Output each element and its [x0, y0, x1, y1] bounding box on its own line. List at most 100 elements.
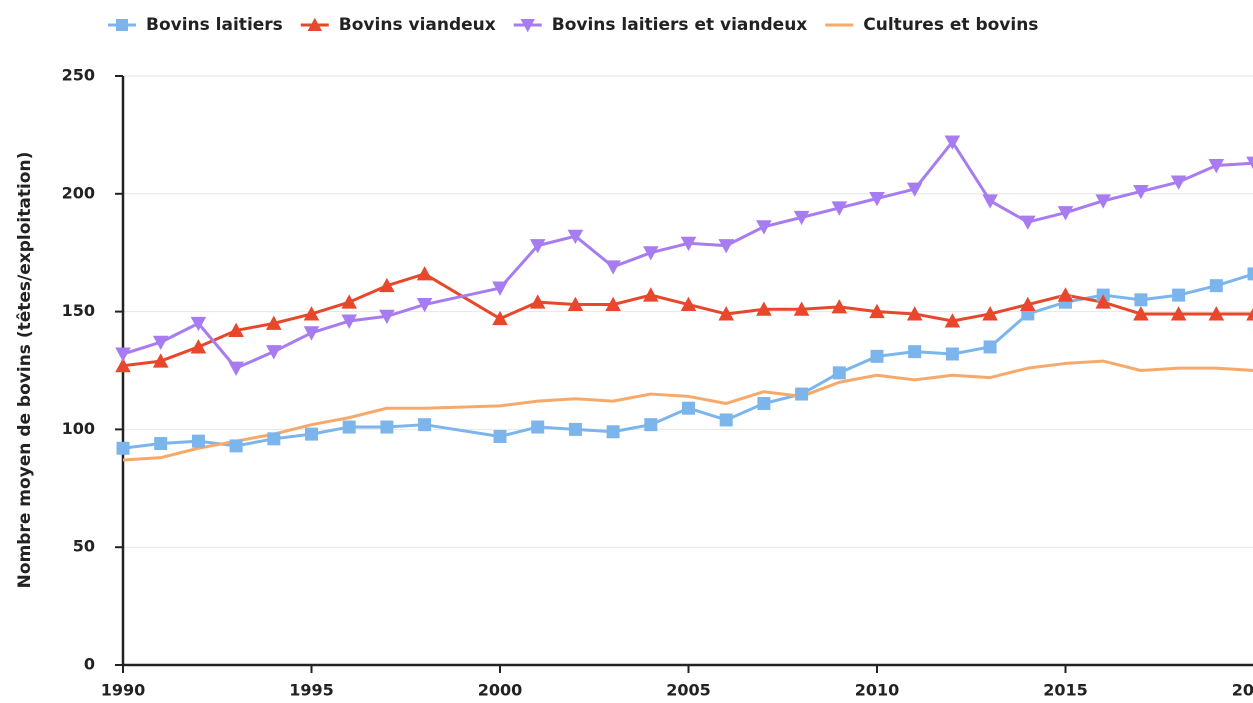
marker [982, 194, 998, 209]
series-line [122, 140, 1253, 370]
x-tick-label: 1995 [289, 681, 334, 700]
marker [416, 266, 433, 281]
marker [228, 361, 244, 376]
marker [831, 299, 848, 314]
legend-item: Bovins laitiers et viandeux [513, 15, 808, 35]
legend-item: Cultures et bovins [825, 15, 1038, 35]
marker [945, 347, 959, 361]
marker [644, 418, 658, 432]
marker [529, 294, 546, 309]
marker [1208, 159, 1225, 174]
marker [115, 357, 131, 373]
marker [305, 427, 318, 441]
y-tick-label: 0 [84, 655, 95, 674]
marker [154, 437, 168, 451]
marker [567, 229, 584, 245]
marker [756, 301, 772, 316]
marker [605, 296, 621, 312]
y-tick-label: 200 [62, 183, 95, 202]
marker [643, 246, 659, 261]
marker [832, 366, 846, 380]
marker [267, 432, 281, 446]
marker [906, 306, 923, 321]
marker [944, 313, 961, 328]
marker [416, 298, 433, 313]
marker [793, 301, 810, 316]
marker [567, 296, 584, 312]
x-tick-label: 2010 [855, 681, 900, 700]
marker [1209, 279, 1223, 293]
marker [1095, 194, 1111, 209]
marker [531, 420, 545, 434]
marker [680, 236, 697, 252]
y-axis-label: Nombre moyen de bovins (têtes/exploitati… [15, 152, 35, 589]
marker [906, 182, 923, 197]
marker [1133, 184, 1149, 200]
marker [719, 413, 733, 427]
marker [718, 306, 734, 321]
marker [795, 387, 809, 401]
marker [1246, 307, 1253, 321]
marker [793, 210, 810, 226]
marker [869, 192, 885, 207]
marker [229, 439, 243, 453]
marker [718, 239, 734, 254]
x-tick-label: 2005 [666, 681, 711, 700]
marker [1134, 293, 1148, 307]
legend-label: Bovins viandeux [339, 15, 496, 35]
marker [529, 239, 546, 254]
marker [643, 287, 659, 302]
marker [680, 296, 697, 312]
marker [341, 294, 357, 309]
legend-item: Bovins viandeux [300, 15, 496, 35]
marker [1057, 287, 1074, 302]
legend-item: Bovins laitiers [108, 15, 283, 35]
marker [1170, 175, 1187, 190]
marker [831, 201, 848, 216]
marker [1020, 215, 1036, 230]
marker [1020, 296, 1036, 312]
marker [1246, 156, 1253, 170]
series-line [122, 359, 1253, 462]
marker [116, 19, 128, 31]
marker [982, 306, 998, 321]
marker [493, 429, 507, 443]
marker [418, 418, 432, 432]
marker [380, 420, 394, 434]
legend: Bovins laitiers Bovins viandeux Bovins lai… [108, 15, 1038, 35]
marker [1133, 306, 1149, 321]
marker [307, 17, 322, 31]
marker [1057, 206, 1074, 221]
marker [1095, 294, 1111, 309]
marker [341, 314, 357, 329]
marker [869, 303, 885, 319]
marker [1208, 306, 1225, 321]
marker [303, 306, 320, 321]
marker [266, 315, 282, 330]
marker [520, 19, 535, 33]
marker [191, 434, 205, 448]
y-tick-label: 100 [62, 419, 95, 438]
series-line [122, 272, 1253, 368]
marker [568, 422, 582, 436]
legend-label: Bovins laitiers [146, 15, 283, 35]
marker [116, 441, 130, 455]
marker [756, 220, 772, 235]
marker [228, 322, 244, 337]
y-tick-label: 250 [62, 66, 95, 85]
marker [605, 260, 621, 275]
x-tick-label: 2020 [1232, 681, 1253, 700]
marker [1170, 306, 1187, 321]
legend-label: Cultures et bovins [863, 15, 1038, 35]
marker [1247, 267, 1253, 281]
legend-label: Bovins laitiers et viandeux [552, 15, 808, 35]
x-tick-label: 2000 [478, 681, 523, 700]
x-tick-label: 1990 [101, 681, 146, 700]
y-tick-label: 50 [73, 537, 95, 556]
marker [152, 335, 169, 351]
marker [606, 425, 620, 439]
marker [983, 340, 997, 354]
marker [115, 347, 131, 362]
marker [266, 345, 282, 360]
